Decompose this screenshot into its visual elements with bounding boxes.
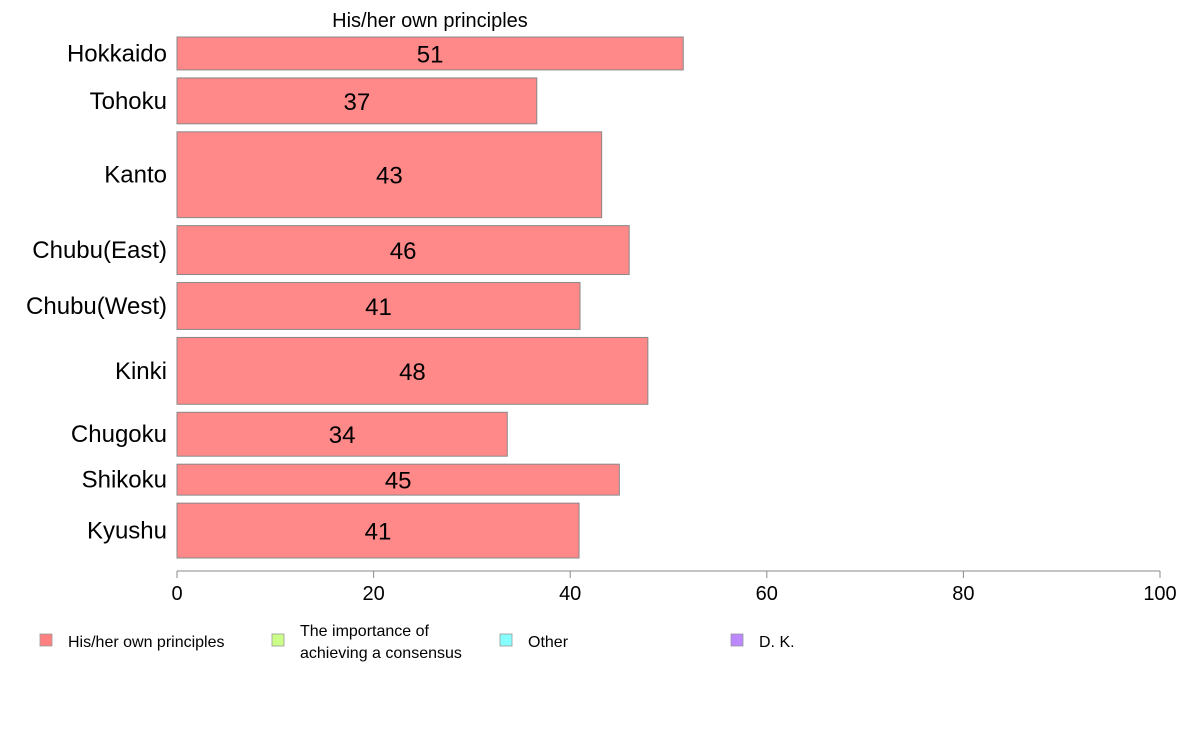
data-label: 41 — [365, 519, 392, 546]
bar-chubu-east — [176, 225, 630, 276]
category-label: Kyushu — [87, 518, 167, 545]
category-label: Hokkaido — [67, 40, 167, 67]
legend-item: His/her own principles — [39, 633, 225, 651]
x-tick-label: 100 — [1143, 583, 1176, 605]
chart-title: His/her own principles — [332, 10, 528, 32]
bar-kyushu — [176, 502, 580, 559]
legend-item: The importance of achieving a consensus — [271, 623, 462, 662]
legend-swatch — [499, 633, 513, 647]
bar-hokkaido — [176, 36, 684, 71]
x-tick-label: 0 — [171, 583, 182, 605]
legend-swatch — [39, 633, 53, 647]
legend-label: Other — [528, 634, 569, 651]
bar-tohoku — [176, 77, 538, 125]
bar-chugoku — [176, 411, 508, 457]
legend-item: Other — [499, 633, 569, 651]
x-tick-label: 60 — [756, 583, 778, 605]
data-label: 41 — [365, 294, 392, 321]
bar-kinki — [176, 336, 649, 405]
x-tick-label: 80 — [952, 583, 974, 605]
x-tick-label: 20 — [362, 583, 384, 605]
x-tick-label: 40 — [559, 583, 581, 605]
data-label: 45 — [385, 468, 412, 495]
category-label: Kinki — [115, 358, 167, 385]
category-label: Tohoku — [90, 88, 167, 115]
legend-label: D. K. — [759, 634, 795, 651]
data-label: 51 — [417, 41, 444, 68]
category-label: Chubu(East) — [32, 237, 167, 264]
bar-chubu-west — [176, 282, 581, 330]
legend-item: D. K. — [730, 633, 795, 651]
legend-swatch — [730, 633, 744, 647]
data-label: 48 — [399, 359, 426, 386]
bar-shikoku — [176, 463, 620, 496]
category-label: Chubu(West) — [26, 293, 167, 320]
legend-label: achieving a consensus — [300, 645, 462, 662]
data-label: 37 — [344, 89, 371, 116]
data-label: 43 — [376, 163, 403, 190]
data-label: 34 — [329, 422, 356, 449]
category-label: Shikoku — [82, 467, 167, 494]
category-label: Kanto — [104, 162, 167, 189]
legend-label: His/her own principles — [68, 634, 225, 651]
bar-kanto — [176, 131, 603, 219]
legend-label: The importance of — [300, 623, 430, 640]
legend-swatch — [271, 633, 285, 647]
data-label: 46 — [390, 238, 417, 265]
category-label: Chugoku — [71, 421, 167, 448]
